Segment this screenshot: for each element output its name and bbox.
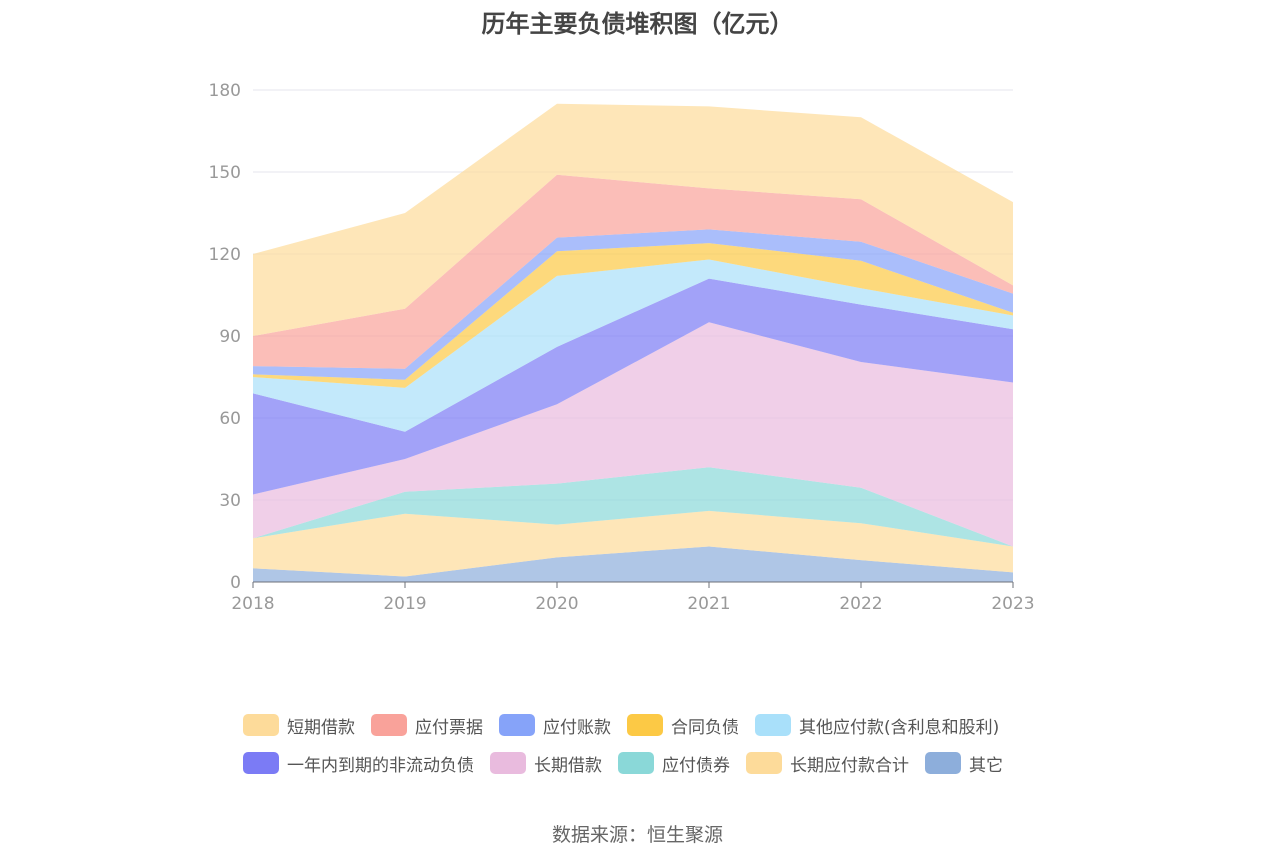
legend-label: 短期借款 [287,717,355,738]
x-tick-label: 2022 [839,594,882,614]
legend-label: 其它 [969,755,1003,776]
area-series-5 [253,259,1013,432]
chart-title: 历年主要负债堆积图（亿元） [481,10,794,38]
legend-swatch [925,752,961,774]
legend-row: 一年内到期的非流动负债 长期借款 应付债券 长期应付款合计 其它 [243,744,1063,782]
area-series-7 [253,229,1013,380]
legend-label: 应付票据 [415,717,483,738]
axis-layer: 0 30 60 90 120 150 180 2018 2019 2020 2021 2022 2023 [209,81,1035,614]
legend-item[interactable]: 应付债券 [618,751,730,776]
area-series-2 [253,467,1013,547]
x-tick-label: 2018 [231,594,274,614]
y-tick-label: 120 [209,245,241,265]
legend-swatch [371,714,407,736]
legend-swatch [499,714,535,736]
area-layer [253,103,1013,582]
legend-label: 应付债券 [662,755,730,776]
area-series-8 [253,174,1013,369]
area-series-4 [253,278,1013,495]
legend-label: 长期应付款合计 [790,755,909,776]
area-series-0 [253,546,1013,582]
stacked-area-chart: 0 30 60 90 120 150 180 2018 2019 2020 2021 2022 2023 [209,81,1035,614]
legend: 短期借款 应付票据 应付账款 合同负债 其他应付款(含利息和股利) 一年内到期的非流动负债… [243,706,1063,782]
data-source: 数据来源：恒生聚源 [551,824,723,846]
legend-item[interactable]: 应付票据 [371,713,483,738]
legend-item[interactable]: 应付账款 [499,713,611,738]
legend-swatch [627,714,663,736]
legend-label: 其他应付款(含利息和股利) [799,717,1000,738]
y-tick-label: 0 [230,573,241,593]
legend-swatch [490,752,526,774]
legend-swatch [243,752,279,774]
x-tick-label: 2023 [991,594,1034,614]
area-series-1 [253,510,1013,577]
x-tick-label: 2020 [535,594,578,614]
y-tick-label: 30 [219,491,241,511]
legend-item[interactable]: 其它 [925,751,1003,776]
area-series-9 [253,103,1013,336]
y-tick-label: 150 [209,163,241,183]
legend-item[interactable]: 长期借款 [490,751,602,776]
legend-swatch [746,752,782,774]
legend-swatch [243,714,279,736]
legend-swatch [618,752,654,774]
y-tick-label: 90 [219,327,241,347]
legend-item[interactable]: 其他应付款(含利息和股利) [755,713,999,738]
legend-label: 应付账款 [543,717,611,738]
area-series-3 [253,322,1013,547]
legend-row: 短期借款 应付票据 应付账款 合同负债 其他应付款(含利息和股利) [243,706,1063,744]
legend-swatch [755,714,791,736]
y-tick-label: 60 [219,409,241,429]
y-tick-label: 180 [209,81,241,101]
legend-item[interactable]: 一年内到期的非流动负债 [243,751,474,776]
legend-item[interactable]: 合同负债 [627,713,739,738]
legend-label: 长期借款 [534,755,602,776]
area-series-6 [253,243,1013,388]
legend-label: 一年内到期的非流动负债 [287,755,474,776]
legend-label: 合同负债 [671,717,739,738]
legend-item[interactable]: 短期借款 [243,713,355,738]
x-tick-label: 2021 [687,594,730,614]
x-tick-label: 2019 [383,594,426,614]
legend-item[interactable]: 长期应付款合计 [746,751,909,776]
